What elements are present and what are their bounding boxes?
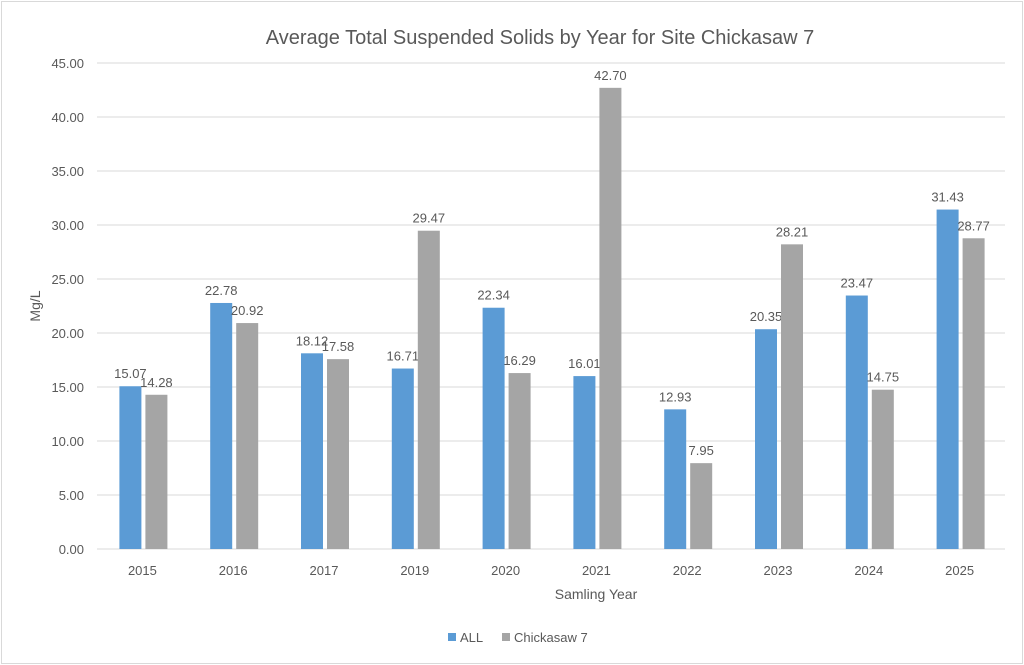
x-tick-label: 2025 (945, 563, 974, 578)
bar-all (755, 329, 777, 549)
bar-chickasaw-7 (236, 323, 259, 549)
data-label: 17.58 (322, 339, 355, 354)
bar-all (573, 376, 596, 549)
x-tick-label: 2020 (491, 563, 520, 578)
y-tick-label: 0.00 (59, 542, 84, 557)
x-tick-label: 2017 (310, 563, 339, 578)
legend-label: ALL (460, 630, 483, 645)
y-tick-label: 20.00 (51, 326, 84, 341)
legend-swatch (502, 633, 510, 641)
bar-all (210, 302, 233, 549)
data-label: 16.01 (568, 356, 601, 371)
data-label: 23.47 (841, 276, 874, 291)
bar-all (391, 368, 414, 549)
legend-label: Chickasaw 7 (514, 630, 588, 645)
bar-chickasaw-7 (871, 389, 894, 549)
bar-chickasaw-7 (599, 87, 622, 549)
data-label: 22.78 (205, 283, 238, 298)
bar-all (664, 409, 687, 549)
y-tick-label: 25.00 (51, 272, 84, 287)
y-tick-label: 10.00 (51, 434, 84, 449)
data-label: 28.77 (957, 218, 990, 233)
data-label: 42.70 (594, 68, 627, 83)
y-tick-label: 40.00 (51, 110, 84, 125)
data-label: 29.47 (413, 211, 446, 226)
data-label: 14.28 (140, 375, 173, 390)
y-tick-label: 5.00 (59, 488, 84, 503)
x-tick-label: 2021 (582, 563, 611, 578)
x-axis-label: Samling Year (555, 586, 638, 602)
y-tick-label: 35.00 (51, 164, 84, 179)
data-label: 28.21 (776, 224, 809, 239)
x-tick-label: 2022 (673, 563, 702, 578)
data-label: 16.29 (503, 353, 536, 368)
data-label: 18.12 (296, 333, 329, 348)
data-label: 15.07 (114, 366, 147, 381)
bar-chickasaw-7 (690, 463, 713, 549)
data-label: 20.35 (750, 309, 783, 324)
y-tick-label: 30.00 (51, 218, 84, 233)
data-label: 7.95 (689, 443, 714, 458)
y-tick-label: 15.00 (51, 380, 84, 395)
bar-all (936, 209, 959, 549)
chart-title: Average Total Suspended Solids by Year f… (266, 27, 815, 49)
data-label: 12.93 (659, 389, 692, 404)
x-tick-label: 2019 (400, 563, 429, 578)
bar-chickasaw-7 (145, 394, 168, 549)
bar-all (301, 353, 323, 549)
data-label: 31.43 (931, 190, 964, 205)
bar-chickasaw-7 (508, 373, 531, 549)
bar-chickasaw-7 (327, 359, 349, 549)
x-tick-label: 2016 (219, 563, 248, 578)
y-tick-label: 45.00 (51, 56, 84, 71)
y-axis-label: Mg/L (27, 290, 43, 321)
bar-all (845, 295, 868, 549)
bar-chickasaw-7 (781, 244, 803, 549)
data-label: 22.34 (477, 288, 510, 303)
bar-chickasaw-7 (962, 238, 985, 549)
data-label: 20.92 (231, 303, 264, 318)
x-tick-label: 2024 (854, 563, 883, 578)
data-label: 16.71 (387, 349, 420, 364)
legend-swatch (448, 633, 456, 641)
x-tick-label: 2023 (764, 563, 793, 578)
bar-all (119, 386, 142, 549)
bar-chickasaw-7 (417, 230, 440, 549)
x-tick-label: 2015 (128, 563, 157, 578)
bar-all (482, 307, 505, 549)
data-label: 14.75 (867, 370, 900, 385)
